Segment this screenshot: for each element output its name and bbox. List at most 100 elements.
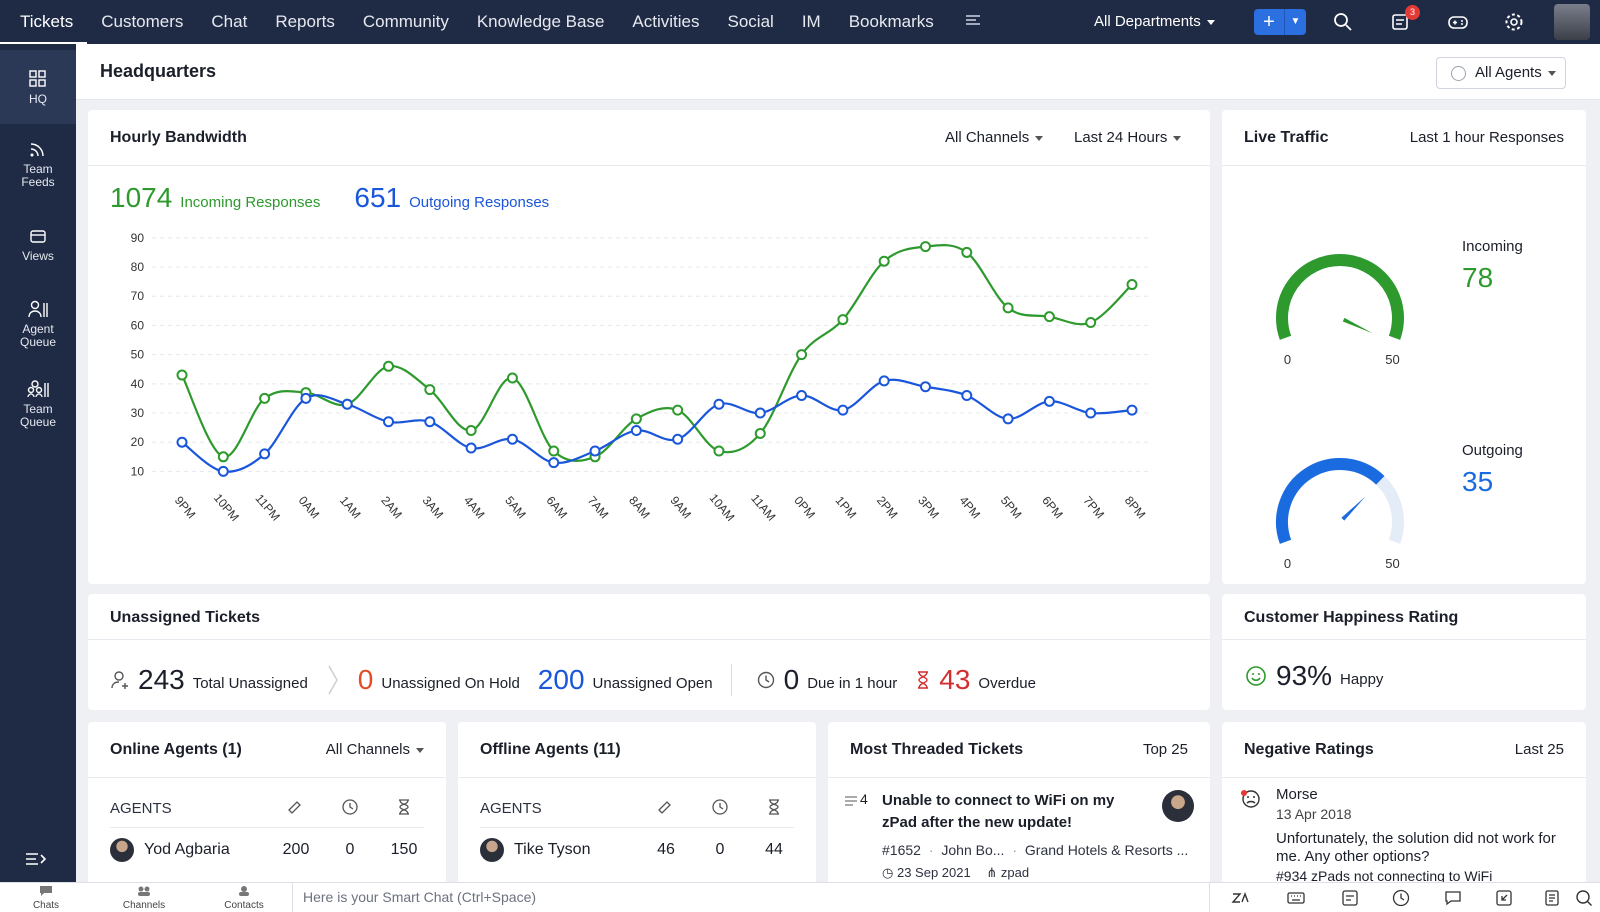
chevron-down-icon	[1547, 70, 1556, 76]
chevron-down-icon	[1035, 135, 1044, 141]
channels-label: Channels	[122, 900, 166, 911]
smart-chat-input[interactable]: Here is your Smart Chat (Ctrl+Space)	[292, 883, 1210, 912]
sidebar-item-hq[interactable]: HQ	[0, 50, 76, 124]
gauge-max-label: 50	[1385, 352, 1399, 367]
card-header: Most Threaded Tickets Top 25	[828, 722, 1210, 778]
incoming-data-point	[1126, 279, 1138, 291]
tab-bookmarks[interactable]: Bookmarks	[848, 12, 934, 31]
department-label: All Departments	[1094, 13, 1201, 30]
agents-filter-dropdown[interactable]: All Agents	[1436, 57, 1566, 89]
tab-community[interactable]: Community	[362, 12, 449, 31]
card-title: Online Agents (1)	[110, 741, 242, 758]
range-filter-dropdown[interactable]: Last 24 Hours	[1074, 129, 1182, 146]
outgoing-data-point	[341, 398, 353, 410]
x-tick-label: 10PM	[211, 491, 242, 524]
tab-customers[interactable]: Customers	[101, 12, 184, 31]
gear-icon[interactable]	[1503, 11, 1525, 33]
incoming-data-point	[878, 255, 890, 267]
sidebar-item-agent-queue[interactable]: Agent Queue	[0, 284, 76, 364]
tab-knowledge-base[interactable]: Knowledge Base	[476, 12, 605, 31]
channels-button[interactable]: Channels	[104, 885, 184, 911]
ticket-owner-avatar	[1162, 790, 1194, 822]
x-tick-label: 11AM	[748, 491, 778, 523]
ticket-subject[interactable]: Unable to connect to WiFi on my zPad aft…	[882, 790, 1114, 834]
menu-more-icon[interactable]	[948, 13, 998, 32]
search-icon[interactable]	[1332, 11, 1354, 33]
thread-count: 4	[860, 791, 868, 807]
gauge-min-label: 0	[1284, 352, 1291, 367]
tab-activities[interactable]: Activities	[632, 12, 700, 31]
add-button[interactable]: +	[1263, 11, 1275, 33]
department-selector[interactable]: All Departments	[1094, 0, 1215, 44]
clock-icon[interactable]	[1391, 888, 1411, 908]
clock-icon	[342, 799, 358, 815]
negative-rating-item[interactable]: Morse 13 Apr 2018 Unfortunately, the sol…	[1222, 778, 1586, 902]
online-channels-filter[interactable]: All Channels	[326, 741, 424, 758]
sidebar-item-team-feeds[interactable]: Team Feeds	[0, 124, 76, 204]
x-tick-label: 5AM	[502, 493, 529, 521]
unassigned-open-label: Unassigned Open	[592, 674, 713, 692]
gamepad-icon[interactable]	[1447, 11, 1469, 33]
notes-icon[interactable]	[1542, 888, 1562, 908]
x-tick-label: 0AM	[296, 493, 323, 521]
sidebar-item-views[interactable]: Views	[0, 204, 76, 284]
incoming-label: Incoming Responses	[180, 194, 321, 211]
incoming-data-point	[1085, 317, 1097, 329]
outgoing-data-point	[878, 375, 890, 387]
agents-column-header: AGENTS	[480, 800, 542, 817]
incoming-count: 1074	[110, 182, 173, 213]
contacts-button[interactable]: Contacts	[204, 885, 284, 911]
contacts-icon	[239, 886, 249, 896]
team-queue-icon	[27, 380, 49, 398]
unhappy-face-icon	[1241, 790, 1260, 808]
gauge-needle	[1342, 317, 1373, 334]
outgoing-data-point	[837, 404, 849, 416]
channels-filter-label: All Channels	[945, 129, 1030, 146]
ticket-subject-line: zPad after the new update!	[882, 814, 1073, 831]
outgoing-data-point	[961, 389, 973, 401]
live-traffic-card: Live Traffic Last 1 hour Responses 0 50 0 5…	[1222, 110, 1586, 584]
expand-sidebar-icon[interactable]	[24, 850, 50, 868]
comments-icon[interactable]	[1443, 888, 1463, 908]
sidebar-item-label: Views	[22, 248, 54, 263]
rating-ticket[interactable]: #934 zPads not connecting to WiFi	[1276, 868, 1493, 884]
clock-icon	[757, 671, 774, 689]
tasks-icon[interactable]	[1340, 888, 1360, 908]
unassigned-on-hold-label: Unassigned On Hold	[381, 674, 520, 692]
gauge-fill	[1276, 254, 1404, 340]
outgoing-data-point	[300, 392, 312, 404]
notifications-button[interactable]: 3	[1390, 5, 1420, 33]
export-icon[interactable]	[1494, 888, 1514, 908]
search-icon[interactable]	[1574, 888, 1594, 908]
sidebar-item-team-queue[interactable]: Team Queue	[0, 364, 76, 444]
outgoing-data-point	[217, 465, 229, 477]
channels-filter-dropdown[interactable]: All Channels	[945, 129, 1044, 146]
tab-tickets[interactable]: Tickets	[0, 0, 88, 44]
add-dropdown-button[interactable]: ▼	[1284, 9, 1306, 35]
tab-reports[interactable]: Reports	[275, 12, 335, 31]
user-avatar[interactable]	[1554, 4, 1590, 40]
chevron-down-icon	[1206, 19, 1215, 25]
chat-bubble-icon	[40, 886, 52, 896]
tab-chat[interactable]: Chat	[211, 12, 248, 31]
offline-agents-card: Offline Agents (11) AGENTS Tike Tyson 46…	[458, 722, 816, 902]
x-tick-label: 10AM	[707, 491, 738, 524]
card-header: Online Agents (1) All Channels	[88, 722, 446, 778]
total-unassigned-label: Total Unassigned	[192, 674, 308, 692]
threaded-ticket-item[interactable]: 4 Unable to connect to WiFi on my zPad a…	[828, 778, 1210, 902]
tab-social[interactable]: Social	[727, 12, 774, 31]
ticket-date: 23 Sep 2021	[896, 865, 971, 880]
table-row[interactable]: Tike Tyson 46 0 44	[480, 830, 794, 870]
incoming-data-point	[630, 413, 642, 425]
chats-button[interactable]: Chats	[6, 885, 86, 911]
keyboard-icon[interactable]	[1286, 888, 1306, 908]
tab-im[interactable]: IM	[801, 12, 821, 31]
card-title: Unassigned Tickets	[110, 609, 260, 626]
agent-status-icon	[1451, 66, 1466, 81]
agent-overdue-tickets: 44	[765, 841, 783, 858]
y-tick-label: 40	[131, 377, 145, 391]
table-row[interactable]: Yod Agbaria 200 0 150	[110, 830, 424, 870]
outgoing-data-point	[713, 398, 725, 410]
zia-icon[interactable]	[1230, 888, 1250, 908]
incoming-series-line	[181, 244, 1133, 462]
